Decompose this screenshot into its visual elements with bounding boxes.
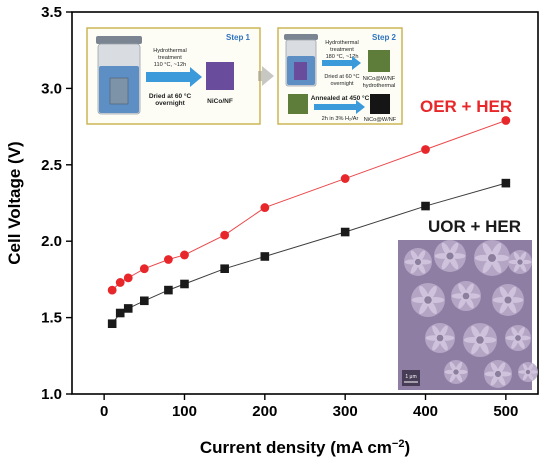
step2-title: Step 2 bbox=[372, 33, 397, 42]
x-axis-title: Current density (mA cm−2) bbox=[200, 438, 410, 457]
step2-arrow-icon bbox=[322, 56, 361, 70]
data-point-oer-her bbox=[164, 255, 173, 264]
sem-flower bbox=[484, 360, 512, 388]
data-point-uor-her bbox=[340, 227, 350, 237]
sem-flower bbox=[505, 325, 531, 351]
text-line: overnight bbox=[330, 81, 353, 87]
nicow-hydrothermal-sample-icon bbox=[368, 50, 390, 72]
data-point-oer-her bbox=[421, 145, 430, 154]
step2-anneal-arrow-icon bbox=[314, 100, 365, 114]
data-point-uor-her bbox=[180, 279, 189, 289]
series-label-oer-her: OER + HER bbox=[420, 97, 512, 116]
text-line: Hydrothermal bbox=[325, 40, 359, 46]
sem-flower bbox=[474, 240, 510, 276]
data-point-uor-her bbox=[123, 304, 133, 313]
text-line: overnight bbox=[155, 100, 185, 107]
x-tick-label: 500 bbox=[493, 403, 518, 420]
text-line: 180 °C, ~12h bbox=[326, 54, 359, 60]
synthesis-scheme-inset: Step 1 Hydrothermal treatment 110 °C, ~12h… bbox=[86, 27, 403, 125]
data-point-oer-her bbox=[115, 278, 125, 287]
data-point-oer-her bbox=[107, 285, 117, 295]
text-line: treatment bbox=[330, 47, 354, 53]
sem-flower bbox=[404, 248, 432, 276]
sem-scale-label: 1 μm bbox=[405, 374, 416, 380]
step2-arrow-text-bottom: Dried at 60 °C overnight bbox=[324, 74, 359, 87]
sem-flower bbox=[411, 283, 445, 317]
step2-product-top: NiCo@W/NF hydrothermal bbox=[363, 76, 396, 89]
step2-anneal-bottom: 2h in 3% H₂/Ar bbox=[322, 116, 359, 122]
text-line: Dried at 60 °C bbox=[149, 92, 192, 100]
y-tick-label: 3.5 bbox=[41, 4, 62, 21]
data-point-uor-her bbox=[164, 285, 173, 295]
data-point-oer-her bbox=[220, 230, 230, 240]
data-point-oer-her bbox=[180, 250, 189, 260]
data-point-uor-her bbox=[421, 201, 430, 211]
data-point-uor-her bbox=[140, 296, 149, 306]
data-point-uor-her bbox=[220, 264, 229, 274]
y-axis-title: Cell Voltage (V) bbox=[5, 141, 24, 264]
sem-flower bbox=[492, 284, 524, 316]
text-line: Hydrothermal bbox=[153, 48, 187, 54]
nico-nf-sample-icon bbox=[206, 62, 234, 90]
nicow-final-sample-icon bbox=[370, 94, 390, 114]
data-point-oer-her bbox=[123, 273, 133, 283]
sem-flower bbox=[518, 362, 538, 382]
x-tick-label: 400 bbox=[413, 403, 438, 420]
step1-product: NiCo/NF bbox=[207, 98, 233, 105]
text-line: NiCo@W/NF bbox=[363, 76, 396, 82]
sem-flower bbox=[451, 281, 481, 311]
data-point-oer-her bbox=[139, 264, 149, 274]
step2-arrow-text-top: Hydrothermal treatment 180 °C, ~12h bbox=[325, 40, 359, 60]
y-tick-label: 2.5 bbox=[41, 157, 62, 174]
step1-arrow-text-top: Hydrothermal treatment 110 °C, ~12h bbox=[153, 48, 187, 68]
y-tick-label: 2.0 bbox=[41, 233, 62, 250]
data-point-uor-her bbox=[107, 319, 117, 329]
data-point-oer-her bbox=[260, 203, 270, 212]
x-axis-title-sup: −2 bbox=[392, 438, 405, 450]
sem-flower bbox=[508, 250, 532, 274]
sem-flower bbox=[425, 323, 455, 353]
step1-arrow-icon bbox=[146, 67, 202, 87]
sem-flower bbox=[434, 240, 466, 272]
x-tick-label: 300 bbox=[333, 403, 358, 420]
text-line: 110 °C, ~12h bbox=[154, 62, 186, 68]
sem-flowers bbox=[404, 240, 538, 388]
y-axis: 1.0 1.5 2.0 2.5 3.0 3.5 bbox=[41, 4, 72, 403]
data-point-uor-her bbox=[115, 308, 125, 318]
plot-frame bbox=[71, 11, 539, 395]
step-connector-arrow-icon bbox=[258, 66, 274, 86]
sem-image-inset: 1 μm bbox=[398, 240, 538, 390]
text-line: Dried at 60 °C bbox=[324, 74, 359, 80]
step2-product-bottom: NiCo@W/NF bbox=[364, 117, 397, 123]
x-tick-label: 0 bbox=[100, 403, 108, 420]
data-point-uor-her bbox=[501, 178, 511, 188]
step2-anneal-top: Annealed at 450 °C bbox=[311, 94, 370, 102]
x-tick-label: 200 bbox=[252, 403, 277, 420]
data-point-uor-her bbox=[260, 252, 270, 261]
y-tick-label: 3.0 bbox=[41, 80, 62, 97]
step1-title: Step 1 bbox=[226, 33, 251, 42]
step1-arrow-text-bottom: Dried at 60 °C overnight bbox=[149, 92, 192, 107]
data-point-oer-her bbox=[340, 174, 350, 183]
text-line: hydrothermal bbox=[363, 83, 396, 89]
x-axis-title-close: ) bbox=[404, 438, 410, 457]
x-axis: 0 100 200 300 400 500 bbox=[100, 394, 518, 420]
nicow-green-sample-icon bbox=[288, 94, 308, 114]
series-label-uor-her: UOR + HER bbox=[428, 217, 521, 236]
y-tick-label: 1.0 bbox=[41, 386, 62, 403]
text-line: treatment bbox=[158, 55, 182, 61]
series-layer bbox=[107, 116, 511, 329]
beaker-2-icon bbox=[284, 34, 318, 87]
beaker-icon bbox=[96, 36, 142, 115]
x-tick-label: 100 bbox=[172, 403, 197, 420]
sem-flower bbox=[444, 360, 468, 384]
x-axis-title-main: Current density (mA cm bbox=[200, 438, 392, 457]
sem-flower bbox=[463, 323, 497, 357]
data-point-oer-her bbox=[501, 116, 511, 125]
y-tick-label: 1.5 bbox=[41, 310, 62, 327]
